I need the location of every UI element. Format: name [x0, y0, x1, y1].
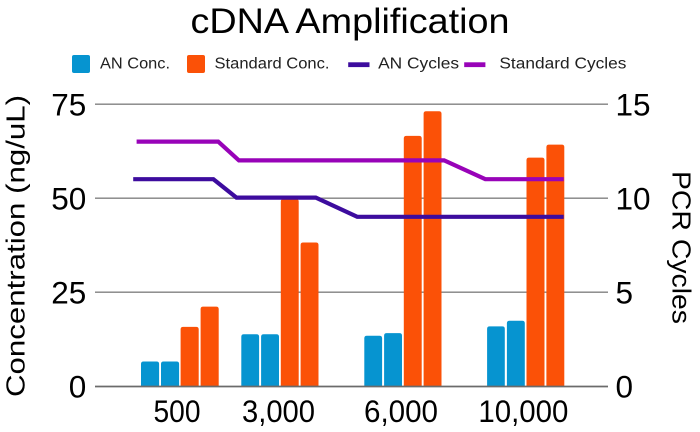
- svg-text:10: 10: [616, 181, 651, 217]
- svg-text:500: 500: [154, 393, 201, 429]
- svg-text:0: 0: [616, 369, 634, 405]
- svg-text:cDNA Amplification: cDNA Amplification: [191, 1, 510, 41]
- svg-text:0: 0: [69, 369, 87, 405]
- svg-text:6,000: 6,000: [364, 393, 438, 429]
- svg-text:AN Conc.: AN Conc.: [100, 56, 170, 73]
- svg-text:75: 75: [51, 87, 86, 123]
- svg-text:15: 15: [616, 87, 651, 123]
- svg-text:AN Cycles: AN Cycles: [378, 56, 459, 73]
- svg-text:5: 5: [616, 275, 634, 311]
- svg-text:10,000: 10,000: [478, 393, 568, 429]
- svg-text:PCR Cycles: PCR Cycles: [666, 171, 696, 324]
- svg-text:Standard Cycles: Standard Cycles: [499, 56, 626, 73]
- svg-text:Standard Conc.: Standard Conc.: [215, 56, 330, 73]
- svg-text:25: 25: [51, 275, 86, 311]
- svg-text:3,000: 3,000: [242, 393, 315, 429]
- svg-text:50: 50: [51, 181, 86, 217]
- svg-text:Concentration (ng/uL): Concentration (ng/uL): [1, 95, 31, 397]
